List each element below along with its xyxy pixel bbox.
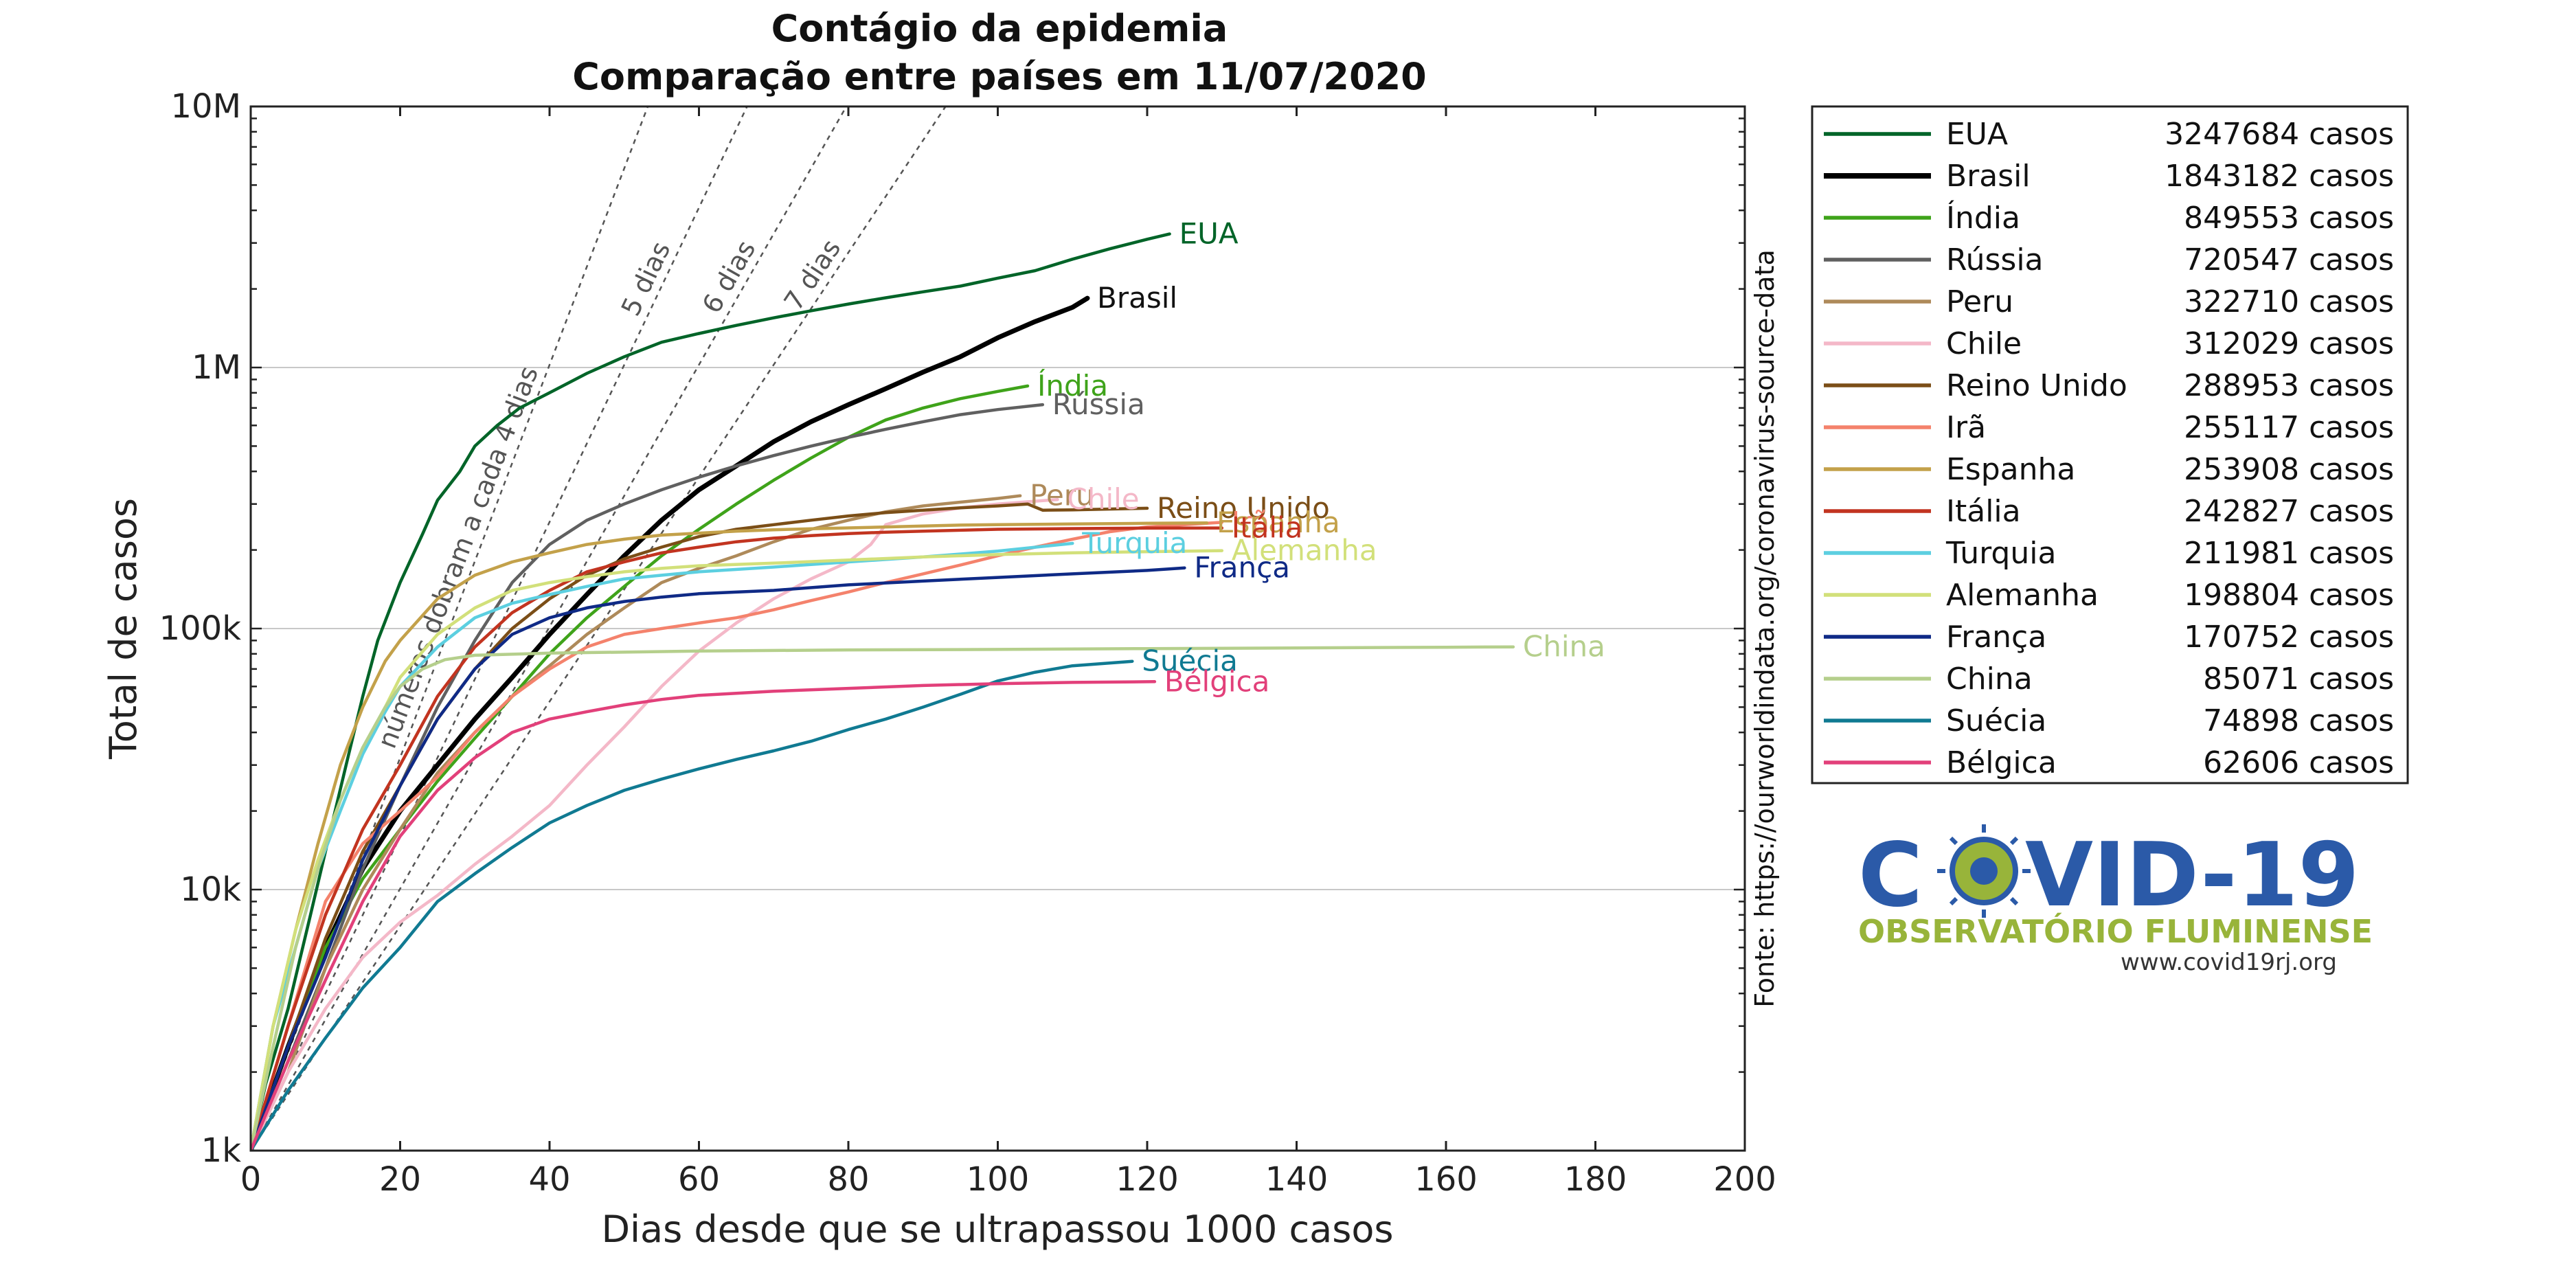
legend-series-value: 1843182 casos: [2165, 159, 2394, 194]
doubling-line: [249, 106, 848, 1151]
legend-series-value: 253908 casos: [2184, 452, 2394, 487]
legend-series-value: 288953 casos: [2184, 368, 2394, 403]
x-tick-label: 120: [1116, 1160, 1179, 1199]
series-line: [251, 494, 1022, 1151]
series-end-label: Itália: [1232, 511, 1303, 545]
legend-series-value: 720547 casos: [2184, 242, 2394, 278]
x-tick-label: 200: [1713, 1160, 1776, 1199]
chart-title-line-2: Comparação entre países em 11/07/2020: [572, 55, 1426, 98]
legend-series-name: Rússia: [1946, 242, 2044, 278]
legend-series-name: Turquia: [1945, 536, 2056, 571]
legend-series-name: China: [1946, 662, 2033, 697]
x-tick-label: 0: [240, 1160, 262, 1199]
legend-series-name: Reino Unido: [1946, 368, 2127, 403]
legend-series-name: EUA: [1946, 117, 2008, 152]
legend-series-value: 170752 casos: [2184, 620, 2394, 655]
series-end-label: Rússia: [1052, 387, 1145, 421]
logo-title-left: C: [1858, 824, 1923, 927]
legend-series-value: 242827 casos: [2184, 494, 2394, 529]
series-end-label: Chile: [1067, 482, 1140, 516]
series-line: [251, 295, 1090, 1151]
legend-series-value: 74898 casos: [2203, 703, 2394, 738]
y-tick-label: 10k: [180, 870, 241, 909]
series-end-label: Espanha: [1217, 506, 1340, 539]
series-line: [251, 521, 1224, 1151]
series-end-label: Suécia: [1142, 644, 1238, 678]
x-tick-label: 20: [379, 1160, 421, 1199]
legend-series-name: Índia: [1946, 199, 2020, 236]
legend-series-name: Alemanha: [1946, 578, 2099, 613]
logo-subtitle: OBSERVATÓRIO FLUMINENSE: [1858, 913, 2373, 950]
y-axis-label: Total de casos: [102, 498, 145, 760]
series-line: [251, 232, 1171, 1151]
legend-series-value: 312029 casos: [2184, 326, 2394, 361]
legend-series-name: Chile: [1946, 326, 2022, 361]
legend-series-name: Peru: [1946, 284, 2013, 319]
y-tick-label: 10M: [171, 87, 242, 126]
series-end-label: Peru: [1030, 479, 1094, 512]
y-tick-label: 1k: [201, 1131, 242, 1170]
legend-series-name: França: [1946, 620, 2046, 655]
axis-ticks: [249, 106, 1746, 1152]
x-tick-label: 180: [1564, 1160, 1627, 1199]
series-line: [251, 497, 1059, 1151]
legend-series-value: 322710 casos: [2184, 284, 2394, 319]
series-line: [251, 521, 1209, 1151]
x-tick-label: 60: [678, 1160, 720, 1199]
series-end-label: Irã: [1232, 505, 1269, 539]
series-line: [251, 526, 1224, 1151]
y-tick-label: 100k: [159, 609, 242, 648]
legend-series-value: 85071 casos: [2203, 662, 2394, 697]
legend-series-name: Espanha: [1946, 452, 2075, 487]
legend-series-name: Irã: [1946, 410, 1986, 445]
legend-series-value: 849553 casos: [2184, 201, 2394, 236]
series-end-label: Índia: [1037, 368, 1108, 403]
x-tick-label: 100: [967, 1160, 1030, 1199]
doubling-line: [249, 106, 947, 1151]
series-lines: [251, 232, 1515, 1151]
legend: EUA 3247684 casos Brasil 1843182 casos Índia…: [1824, 117, 2394, 780]
series-end-label: Brasil: [1097, 281, 1177, 315]
legend-series-value: 255117 casos: [2184, 410, 2394, 445]
series-line: [251, 566, 1186, 1151]
series-end-label: Reino Unido: [1157, 491, 1330, 525]
doubling-line: [249, 106, 748, 1151]
series-line: [251, 680, 1157, 1151]
legend-series-value: 62606 casos: [2203, 745, 2394, 780]
x-tick-label: 80: [827, 1160, 869, 1199]
legend-series-value: 3247684 casos: [2165, 117, 2394, 152]
series-end-label: Bélgica: [1164, 664, 1269, 698]
x-tick-label: 40: [528, 1160, 570, 1199]
legend-series-name: Brasil: [1946, 159, 2031, 194]
logo-title-right: VID-19: [2025, 824, 2360, 927]
series-end-label: Turquia: [1081, 526, 1187, 560]
series-line: [251, 645, 1515, 1151]
series-end-label: EUA: [1179, 217, 1239, 251]
y-tick-label: 1M: [192, 348, 241, 387]
chart-title-line-1: Contágio da epidemia: [771, 7, 1228, 50]
x-tick-label: 140: [1265, 1160, 1329, 1199]
virus-icon: [1937, 824, 2031, 918]
x-axis-label: Dias desde que se ultrapassou 1000 casos: [601, 1208, 1393, 1251]
legend-series-name: Bélgica: [1946, 745, 2057, 780]
legend-series-name: Suécia: [1946, 703, 2046, 738]
legend-series-value: 211981 casos: [2184, 536, 2394, 571]
x-tick-label: 160: [1414, 1160, 1478, 1199]
series-end-label: Alemanha: [1232, 534, 1377, 567]
covid19-logo: C VID-19 OBSERVATÓRIO FLUMINENSE www.cov…: [1858, 824, 2373, 976]
source-note: Fonte: https://ourworldindata.org/corona…: [1750, 249, 1780, 1008]
legend-series-name: Itália: [1946, 494, 2021, 529]
logo-url: www.covid19rj.org: [2121, 949, 2337, 976]
series-line: [251, 659, 1134, 1151]
series-end-label: França: [1194, 551, 1290, 585]
legend-series-value: 198804 casos: [2184, 578, 2394, 613]
series-end-label: China: [1523, 630, 1605, 664]
axis-tick-labels: 0 20 40 60 80 100 120 140 160 180 200 1k 10k 100k 1M 10…: [159, 87, 1776, 1199]
